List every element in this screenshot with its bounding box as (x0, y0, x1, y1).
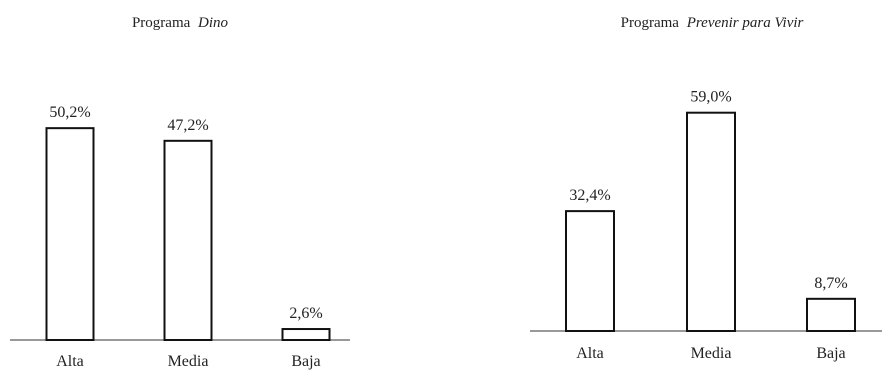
chart-panel-prevenir: Programa Prevenir para Vivir 32,4% Alta 59… (530, 15, 882, 362)
bars-group: 32,4% Alta 59,0% Media 8,7% Baja (566, 89, 855, 362)
value-label-alta: 50,2% (49, 104, 90, 121)
value-label-baja: 2,6% (289, 305, 322, 322)
tick-label-baja: Baja (291, 353, 320, 370)
tick-label-alta: Alta (56, 353, 84, 370)
title-prefix: Programa (132, 15, 191, 31)
bar-media (165, 141, 212, 340)
title-prefix: Programa (621, 15, 680, 31)
chart-title: Programa Dino (132, 15, 229, 31)
bar-baja (283, 329, 330, 340)
title-emphasis: Prevenir para Vivir (686, 15, 804, 31)
bar-alta (47, 128, 94, 340)
tick-label-baja: Baja (816, 345, 845, 362)
value-label-alta: 32,4% (569, 187, 610, 204)
title-emphasis: Dino (197, 15, 229, 31)
bar-media (687, 113, 735, 331)
tick-label-media: Media (691, 345, 732, 362)
tick-label-alta: Alta (576, 345, 604, 362)
value-label-media: 59,0% (690, 89, 731, 106)
tick-label-media: Media (168, 353, 209, 370)
chart-panel-dino: Programa Dino 50,2% Alta 47,2% Media 2,6% Baj… (10, 15, 350, 370)
bar-alta (566, 211, 614, 331)
bar-baja (807, 299, 855, 331)
value-label-baja: 8,7% (814, 275, 847, 292)
value-label-media: 47,2% (167, 117, 208, 134)
chart-title: Programa Prevenir para Vivir (621, 15, 804, 31)
bars-group: 50,2% Alta 47,2% Media 2,6% Baja (47, 104, 330, 370)
